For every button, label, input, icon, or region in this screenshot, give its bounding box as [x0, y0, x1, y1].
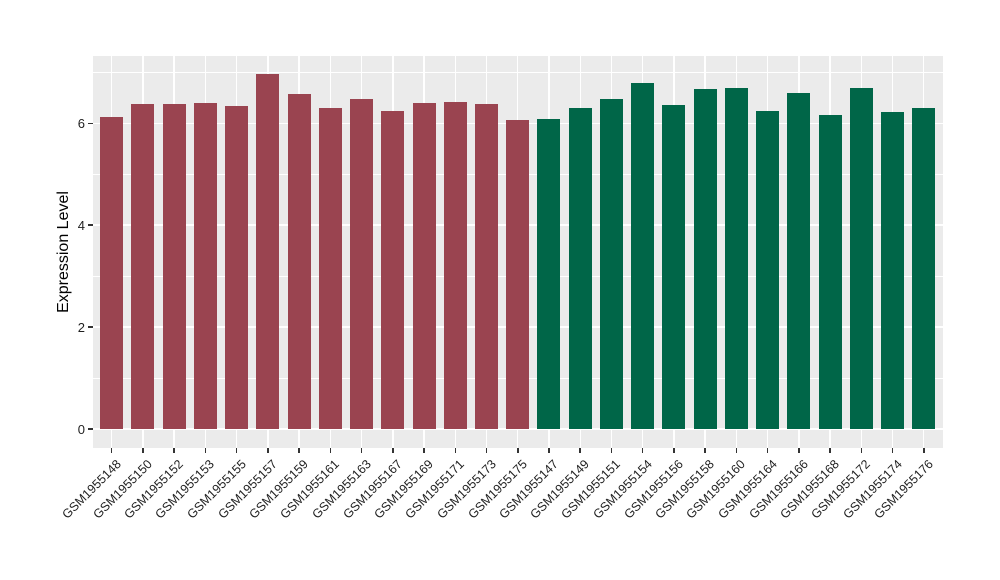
bar: [568, 107, 592, 429]
x-axis-tick: [329, 448, 332, 453]
y-axis-tick: [87, 326, 93, 328]
x-axis-tick: [110, 448, 113, 453]
bar: [693, 89, 717, 429]
x-axis-tick: [454, 448, 457, 453]
bar: [100, 116, 124, 429]
x-axis-tick: [142, 448, 144, 453]
x-axis-tick: [798, 448, 800, 453]
y-axis-tick: [87, 122, 93, 125]
y-axis-tick: [87, 428, 93, 430]
bar: [818, 115, 842, 429]
y-tick-label: 2: [77, 319, 85, 335]
bar: [381, 110, 405, 429]
x-axis-tick: [298, 448, 300, 453]
bar: [881, 111, 905, 429]
x-axis-tick: [204, 448, 207, 453]
x-axis-tick: [173, 448, 175, 453]
x-axis-tick: [548, 448, 550, 453]
bar: [724, 88, 748, 429]
bar: [131, 103, 155, 429]
bar: [631, 82, 655, 429]
x-axis-tick: [860, 448, 863, 453]
plot-panel: [92, 56, 943, 448]
y-tick-label: 6: [77, 115, 85, 131]
x-axis-tick: [923, 448, 925, 453]
bar: [787, 92, 811, 429]
x-axis-tick: [517, 448, 519, 453]
bar: [662, 104, 686, 429]
bar: [849, 88, 873, 429]
x-axis-tick: [423, 448, 425, 453]
bar: [756, 110, 780, 429]
bar: [350, 98, 374, 429]
x-axis-tick: [641, 448, 644, 453]
bar: [443, 101, 467, 429]
bar: [475, 104, 498, 429]
bar: [318, 108, 342, 429]
y-tick-label: 0: [77, 421, 85, 437]
bar: [225, 105, 249, 429]
x-axis-tick: [891, 448, 894, 453]
y-axis-tick: [87, 224, 93, 226]
x-axis-tick: [360, 448, 363, 453]
bar: [599, 99, 623, 429]
bar: [912, 107, 936, 429]
bar: [287, 93, 311, 429]
y-axis-title: Expression Level: [55, 191, 72, 313]
x-axis-tick: [735, 448, 738, 453]
x-axis-tick: [704, 448, 706, 453]
x-axis-tick: [610, 448, 613, 453]
y-tick-label: 4: [77, 217, 85, 233]
x-axis-tick: [392, 448, 394, 453]
bar: [506, 120, 530, 429]
x-axis-tick: [267, 448, 269, 453]
x-axis-tick: [235, 448, 238, 453]
bar: [256, 73, 280, 429]
x-axis-tick: [485, 448, 488, 453]
bar: [162, 103, 186, 429]
bar: [193, 102, 217, 429]
x-axis-tick: [579, 448, 581, 453]
x-axis-tick: [766, 448, 769, 453]
x-axis-tick: [829, 448, 831, 453]
x-axis-tick: [673, 448, 675, 453]
bar: [412, 102, 436, 429]
bar: [537, 119, 561, 429]
